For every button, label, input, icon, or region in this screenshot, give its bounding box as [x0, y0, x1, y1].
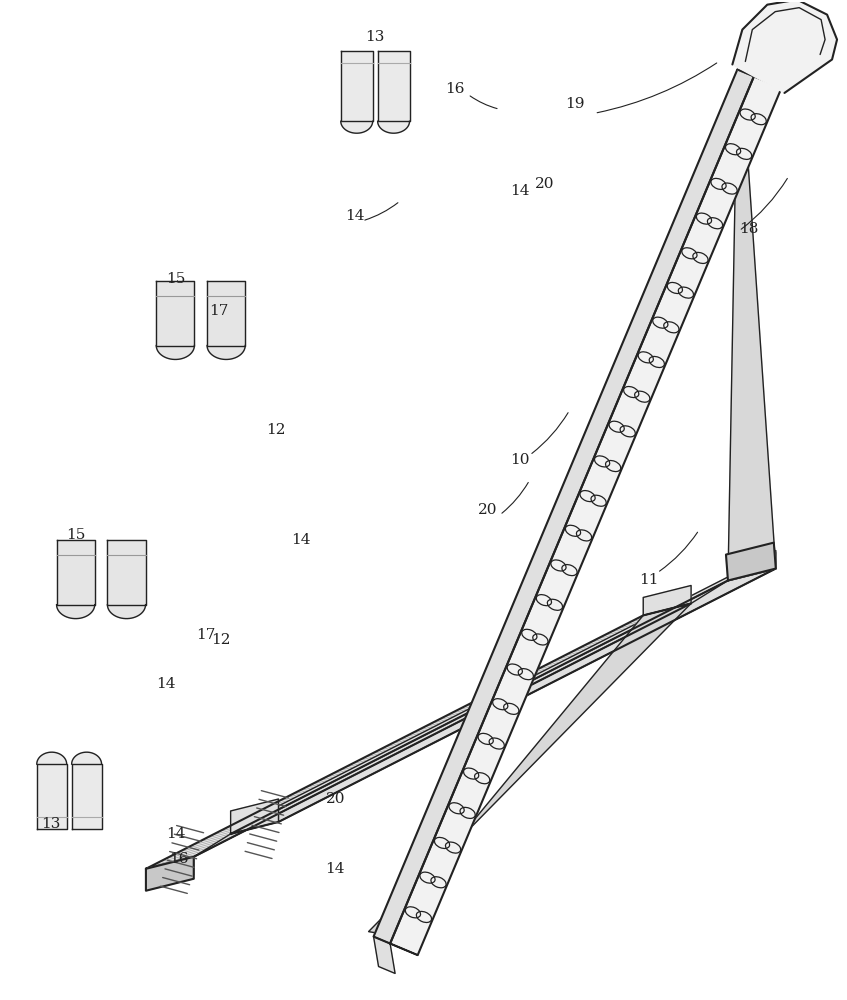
- Text: 14: 14: [346, 209, 365, 223]
- Polygon shape: [207, 281, 246, 346]
- Polygon shape: [230, 799, 279, 834]
- Text: 12: 12: [266, 423, 285, 437]
- Polygon shape: [108, 605, 146, 619]
- Polygon shape: [279, 553, 776, 822]
- Text: 15: 15: [66, 528, 86, 542]
- Polygon shape: [728, 69, 776, 581]
- Text: 10: 10: [510, 453, 529, 467]
- Text: 16: 16: [446, 82, 465, 96]
- Polygon shape: [72, 752, 102, 764]
- Text: 18: 18: [739, 222, 759, 236]
- Text: 14: 14: [325, 862, 345, 876]
- Polygon shape: [194, 581, 728, 857]
- Polygon shape: [108, 540, 146, 605]
- Polygon shape: [378, 121, 410, 133]
- Polygon shape: [156, 346, 194, 359]
- Text: 16: 16: [169, 852, 189, 866]
- Polygon shape: [146, 603, 691, 869]
- Polygon shape: [340, 51, 373, 121]
- Polygon shape: [643, 585, 691, 615]
- Polygon shape: [146, 857, 194, 887]
- Polygon shape: [374, 937, 418, 973]
- Text: 14: 14: [291, 533, 310, 547]
- Text: 12: 12: [211, 633, 230, 647]
- Text: 13: 13: [365, 30, 385, 44]
- Polygon shape: [57, 605, 95, 619]
- Polygon shape: [57, 540, 95, 605]
- Polygon shape: [728, 551, 776, 581]
- Text: 14: 14: [166, 827, 185, 841]
- Text: 19: 19: [565, 97, 584, 111]
- Text: 14: 14: [510, 184, 529, 198]
- Polygon shape: [374, 69, 754, 944]
- Polygon shape: [72, 764, 102, 829]
- Polygon shape: [36, 752, 67, 764]
- Polygon shape: [738, 69, 782, 88]
- Polygon shape: [146, 857, 194, 891]
- Polygon shape: [230, 569, 776, 834]
- Text: 20: 20: [478, 503, 497, 517]
- Polygon shape: [378, 51, 410, 121]
- Polygon shape: [368, 603, 691, 934]
- Polygon shape: [207, 346, 246, 359]
- Polygon shape: [156, 281, 194, 346]
- Polygon shape: [36, 764, 67, 829]
- Text: 15: 15: [166, 272, 185, 286]
- Text: 20: 20: [534, 177, 554, 191]
- Text: 20: 20: [325, 792, 345, 806]
- Polygon shape: [733, 0, 837, 93]
- Text: 14: 14: [156, 677, 175, 691]
- Text: 13: 13: [42, 817, 61, 831]
- Polygon shape: [340, 121, 373, 133]
- Polygon shape: [726, 543, 776, 581]
- Text: 17: 17: [209, 304, 229, 318]
- Text: 17: 17: [196, 628, 215, 642]
- Polygon shape: [390, 76, 782, 955]
- Text: 11: 11: [639, 573, 659, 587]
